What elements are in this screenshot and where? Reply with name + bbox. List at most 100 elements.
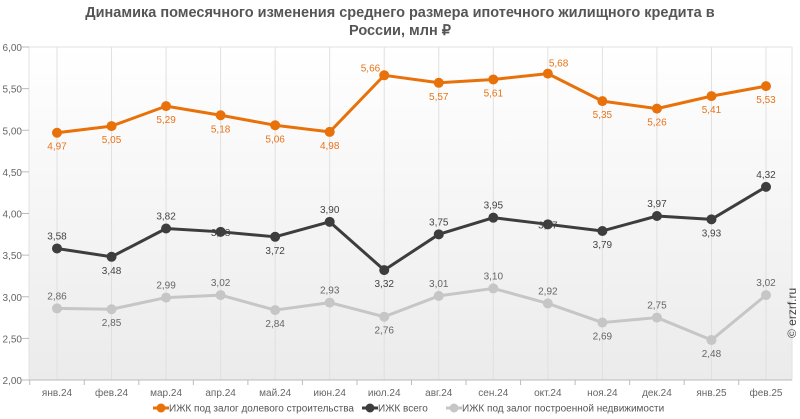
data-label: 3,78 <box>211 228 231 239</box>
data-label: 3,79 <box>593 240 613 251</box>
data-label: 5,18 <box>211 124 231 135</box>
data-point[interactable] <box>706 91 717 102</box>
data-label: 5,57 <box>429 92 449 103</box>
data-point[interactable] <box>270 120 281 131</box>
series-3: 2,86 2,85 2,99 3,02 2,84 2,93 2,76 3,01 3,10 2,92… <box>47 271 776 360</box>
data-point[interactable] <box>488 283 499 294</box>
data-point[interactable] <box>106 251 117 262</box>
data-point[interactable] <box>215 226 226 237</box>
legend: ИЖК под залог долевого строительства ИЖК … <box>153 403 664 415</box>
data-label: 2,76 <box>374 326 394 337</box>
data-point[interactable] <box>433 229 444 240</box>
data-label: 2,84 <box>265 319 285 330</box>
data-label: 2,99 <box>156 281 176 292</box>
data-point[interactable] <box>488 212 499 223</box>
data-label: 3,93 <box>702 228 722 239</box>
data-point[interactable] <box>324 126 335 137</box>
data-point[interactable] <box>270 305 281 316</box>
data-point[interactable] <box>706 335 717 346</box>
legend-item-2[interactable]: ИЖК всего <box>362 403 428 415</box>
data-point[interactable] <box>215 290 226 301</box>
x-tick-label: сен.24 <box>478 388 508 399</box>
data-point[interactable] <box>761 81 771 92</box>
data-label: 3,32 <box>374 279 394 290</box>
data-point[interactable] <box>379 265 390 276</box>
data-label: 3,75 <box>429 217 449 228</box>
x-tick-label: фев.24 <box>95 387 128 399</box>
x-tick-label: авг.24 <box>425 388 453 399</box>
data-label: 5,53 <box>756 95 776 106</box>
data-label: 4,32 <box>756 170 776 181</box>
x-tick-label: ноя.24 <box>587 388 618 399</box>
data-point[interactable] <box>761 181 771 192</box>
data-label: 5,41 <box>702 105 722 116</box>
data-point[interactable] <box>52 127 62 138</box>
data-point[interactable] <box>379 70 390 81</box>
series-2: 3,58 3,48 3,82 3,78 3,72 3,90 3,32 3,75 3,95 3,87… <box>47 170 776 290</box>
data-point[interactable] <box>651 312 662 323</box>
data-label: 2,86 <box>47 291 67 302</box>
data-point[interactable] <box>488 74 499 85</box>
data-label: 4,98 <box>320 141 340 152</box>
data-point[interactable] <box>52 303 62 314</box>
data-label: 3,95 <box>484 201 504 212</box>
data-label: 5,68 <box>549 59 569 70</box>
data-point[interactable] <box>270 231 281 242</box>
data-label: 3,48 <box>102 266 122 277</box>
legend-marker-icon <box>156 403 166 413</box>
y-tick-label: 5,00 <box>3 126 23 137</box>
data-point[interactable] <box>215 110 226 121</box>
data-point[interactable] <box>542 68 553 79</box>
data-label: 5,26 <box>647 118 667 129</box>
series-1: 4,97 5,05 5,29 5,18 5,06 4,98 5,66 5,57 5,61 5,68… <box>47 59 776 153</box>
data-label: 3,02 <box>756 278 776 289</box>
x-tick-label: мар.24 <box>150 388 182 399</box>
data-point[interactable] <box>106 121 117 132</box>
x-tick-label: июл.24 <box>368 388 401 399</box>
data-label: 2,92 <box>538 286 558 297</box>
legend-item-3[interactable]: ИЖК под залог построенной недвижимости <box>446 403 664 415</box>
y-tick-label: 4,50 <box>3 168 23 179</box>
series-line <box>56 286 767 342</box>
data-point[interactable] <box>597 96 608 107</box>
y-tick-label: 5,50 <box>3 85 23 96</box>
data-point[interactable] <box>761 290 771 301</box>
data-point[interactable] <box>106 304 117 315</box>
legend-item-1[interactable]: ИЖК под залог долевого строительства <box>153 403 354 415</box>
data-point[interactable] <box>324 216 335 227</box>
legend-label: ИЖК всего <box>378 404 428 415</box>
data-point[interactable] <box>542 298 553 309</box>
y-tick-label: 6,00 <box>3 43 23 54</box>
x-tick-label: май.24 <box>259 388 291 399</box>
chart-title-line-2: России, млн ₽ <box>349 23 451 39</box>
data-point[interactable] <box>161 292 172 303</box>
data-label: 3,58 <box>47 231 67 242</box>
data-point[interactable] <box>52 243 62 254</box>
data-label: 2,75 <box>647 301 667 312</box>
data-label: 5,06 <box>265 134 285 145</box>
data-label: 2,69 <box>593 332 613 343</box>
data-label: 5,05 <box>102 135 122 146</box>
data-point[interactable] <box>597 225 608 236</box>
data-point[interactable] <box>379 311 390 322</box>
data-point[interactable] <box>706 214 717 225</box>
data-label: 2,93 <box>320 286 340 297</box>
legend-marker-icon <box>449 403 459 413</box>
data-point[interactable] <box>651 210 662 221</box>
data-point[interactable] <box>161 101 172 112</box>
data-point[interactable] <box>597 317 608 328</box>
data-point[interactable] <box>433 77 444 88</box>
y-axis: 2,00 2,50 3,00 3,50 4,00 4,50 5,00 5,50 6,00 <box>3 43 29 387</box>
x-tick-label: фев.25 <box>749 387 782 399</box>
data-point[interactable] <box>324 297 335 308</box>
data-label: 4,97 <box>47 142 67 153</box>
x-tick-label: дек.24 <box>642 388 672 399</box>
plot-background <box>28 46 793 381</box>
data-point[interactable] <box>651 103 662 114</box>
data-point[interactable] <box>161 223 172 234</box>
data-label: 3,82 <box>156 211 176 222</box>
data-point[interactable] <box>433 290 444 301</box>
x-tick-label: апр.24 <box>205 388 236 399</box>
data-point[interactable] <box>542 219 553 230</box>
data-label: 5,35 <box>593 110 613 121</box>
